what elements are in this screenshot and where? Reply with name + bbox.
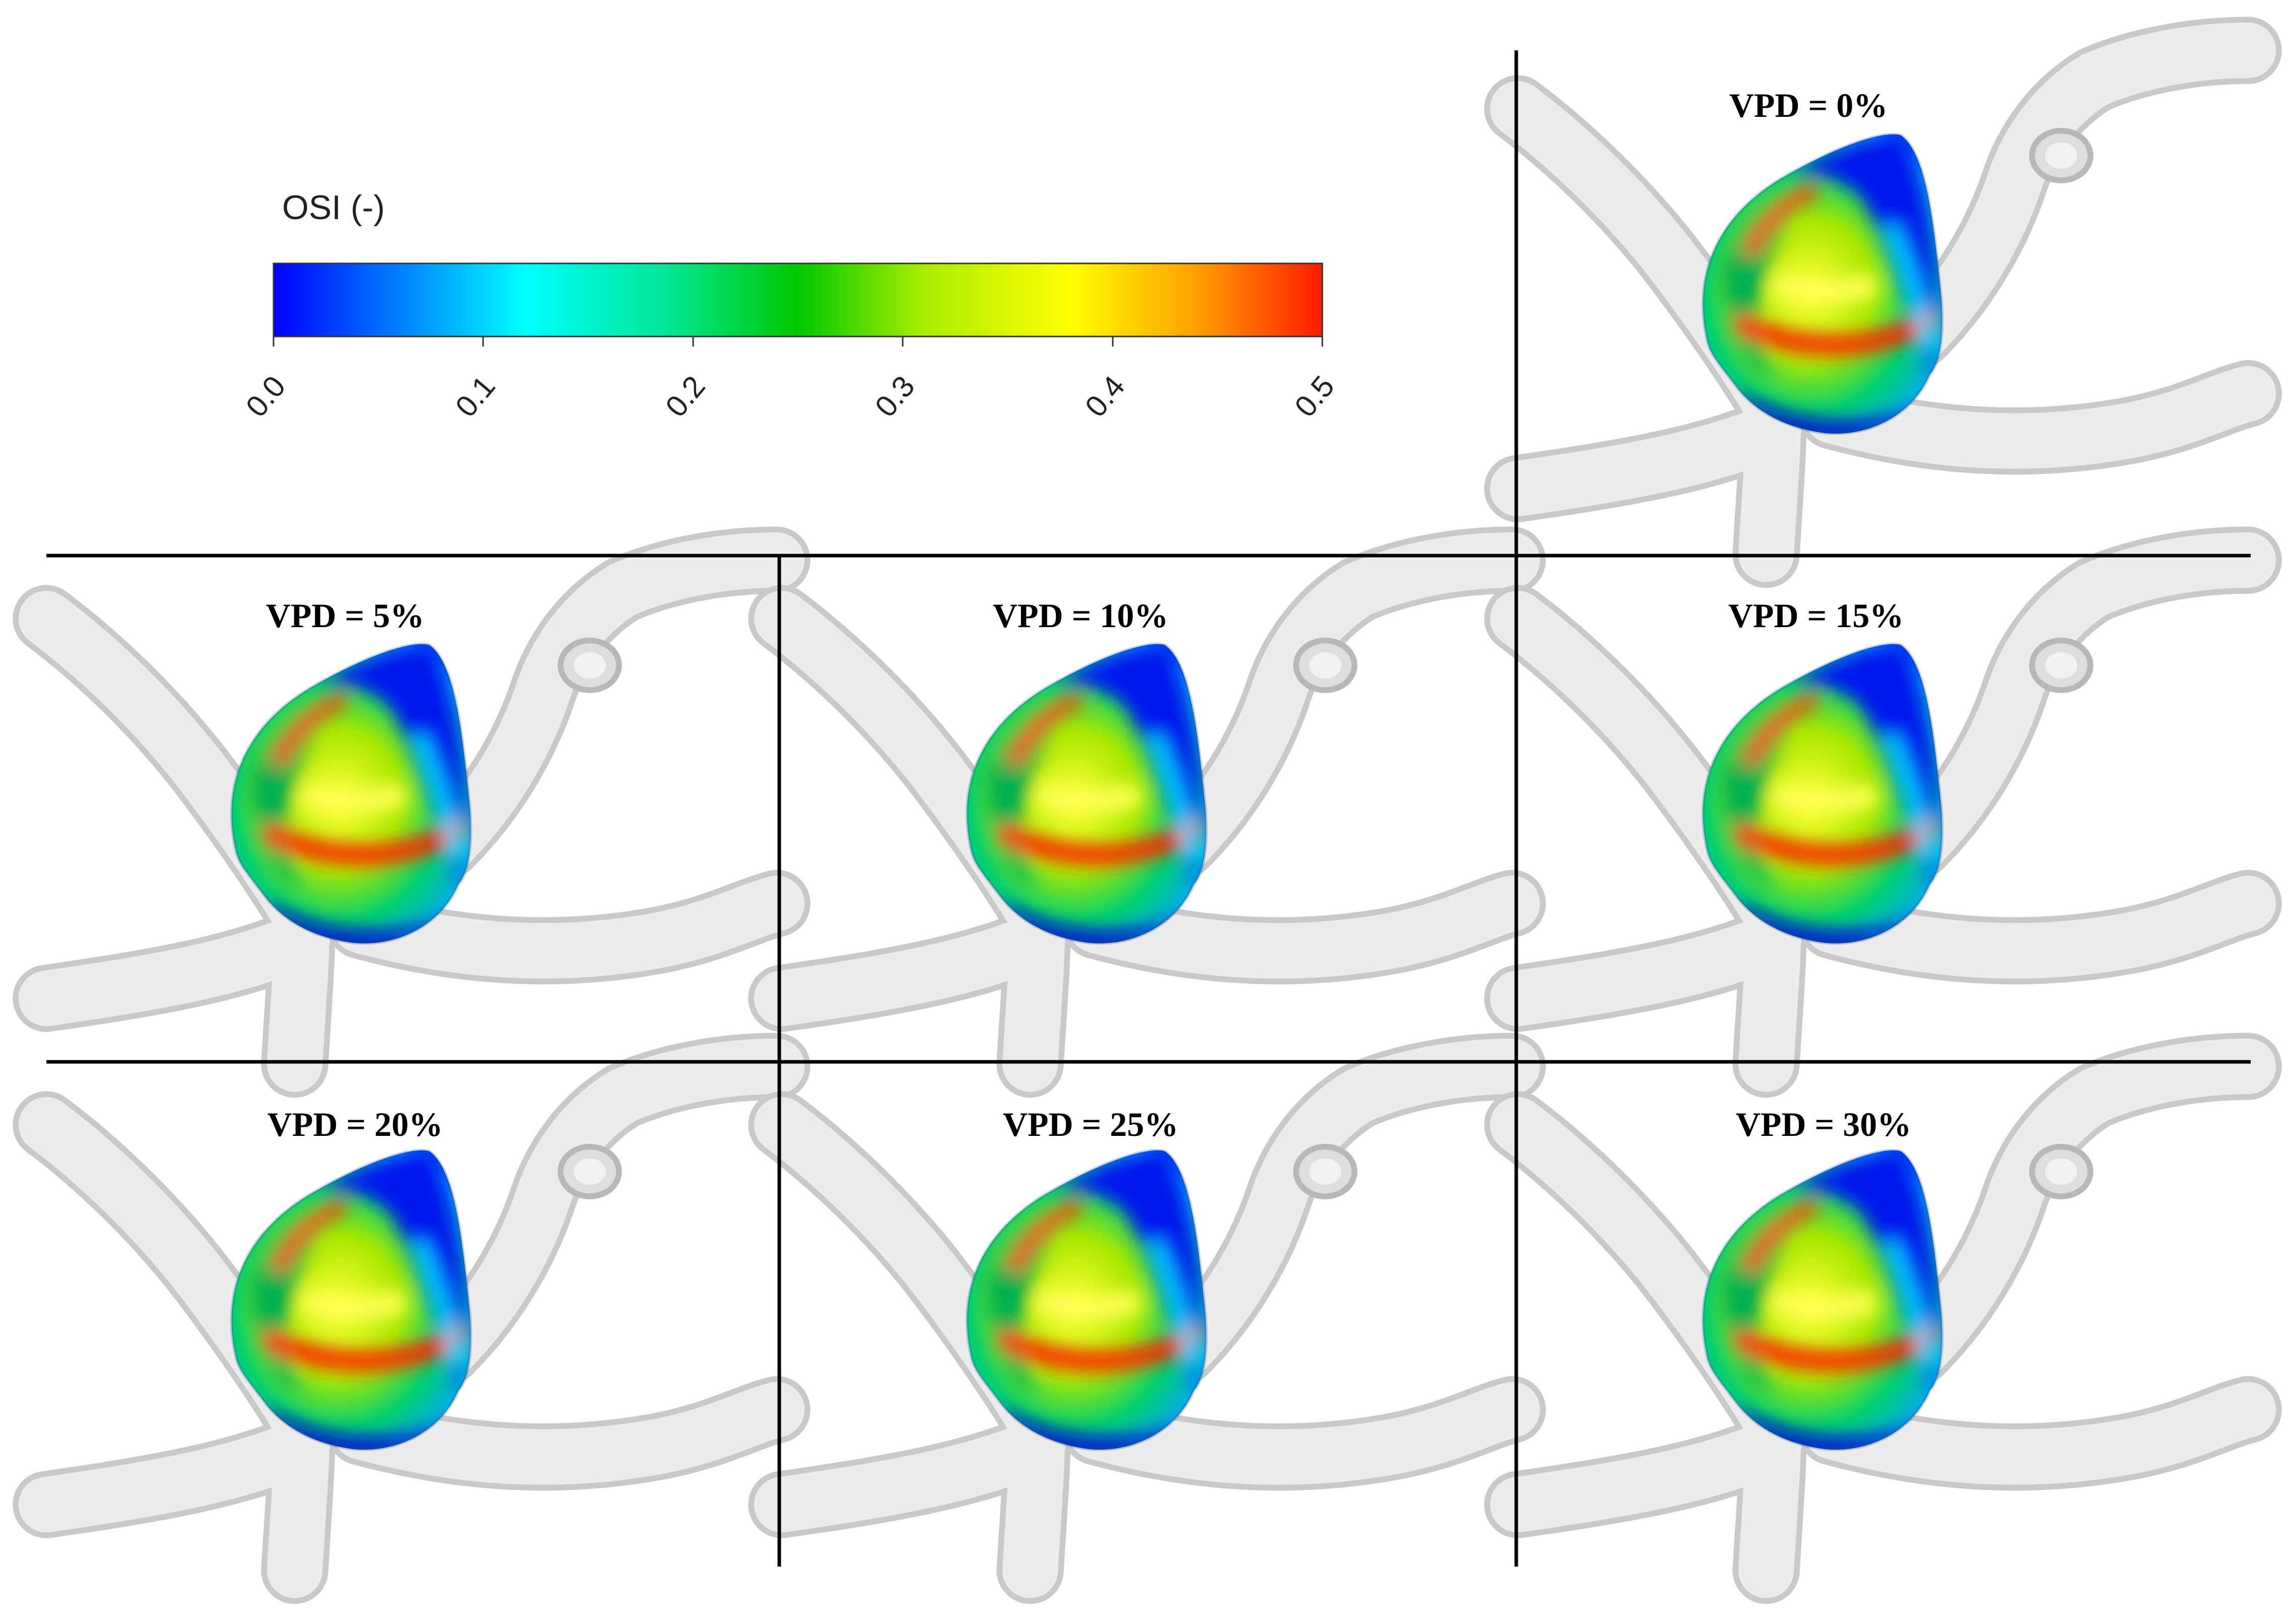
tick-label-4: 0.4 <box>1079 369 1131 423</box>
panel-vpd-25-title: VPD = 25% <box>1003 1105 1179 1143</box>
panel-vpd-0-title: VPD = 0% <box>1729 86 1888 124</box>
tick-label-0: 0.0 <box>239 369 292 423</box>
panel-vpd-15: VPD = 15% <box>1518 560 2248 1064</box>
panel-vpd-30: VPD = 30% <box>1518 1066 2248 1571</box>
legend: OSI (-) 0.0 0.1 0.2 0.3 0.4 0.5 <box>239 188 1341 423</box>
panel-vpd-10: VPD = 10% <box>782 560 1512 1064</box>
panel-vpd-5-render <box>46 560 777 1064</box>
grid-dividers <box>46 50 2251 1567</box>
panel-vpd-15-render <box>1518 560 2248 1064</box>
panel-vpd-15-title: VPD = 15% <box>1728 596 1904 635</box>
panel-vpd-0-render <box>1518 50 2248 555</box>
panel-vpd-30-title: VPD = 30% <box>1736 1105 1912 1143</box>
tick-label-1: 0.1 <box>449 369 502 423</box>
panel-vpd-10-render <box>782 560 1512 1064</box>
legend-title: OSI (-) <box>282 188 385 227</box>
panel-vpd-20: VPD = 20% <box>46 1066 777 1571</box>
panel-vpd-25: VPD = 25% <box>782 1066 1512 1571</box>
panel-vpd-10-title: VPD = 10% <box>993 596 1169 635</box>
tick-label-5: 0.5 <box>1288 369 1341 423</box>
panel-vpd-20-title: VPD = 20% <box>267 1105 443 1143</box>
panel-vpd-5-title: VPD = 5% <box>266 596 425 635</box>
panel-vpd-5: VPD = 5% <box>46 560 777 1064</box>
tick-label-3: 0.3 <box>868 369 921 423</box>
tick-label-2: 0.2 <box>659 369 712 423</box>
colorbar-ticks <box>273 336 1323 347</box>
colorbar <box>273 262 1323 337</box>
panel-vpd-0: VPD = 0% <box>1518 50 2248 555</box>
